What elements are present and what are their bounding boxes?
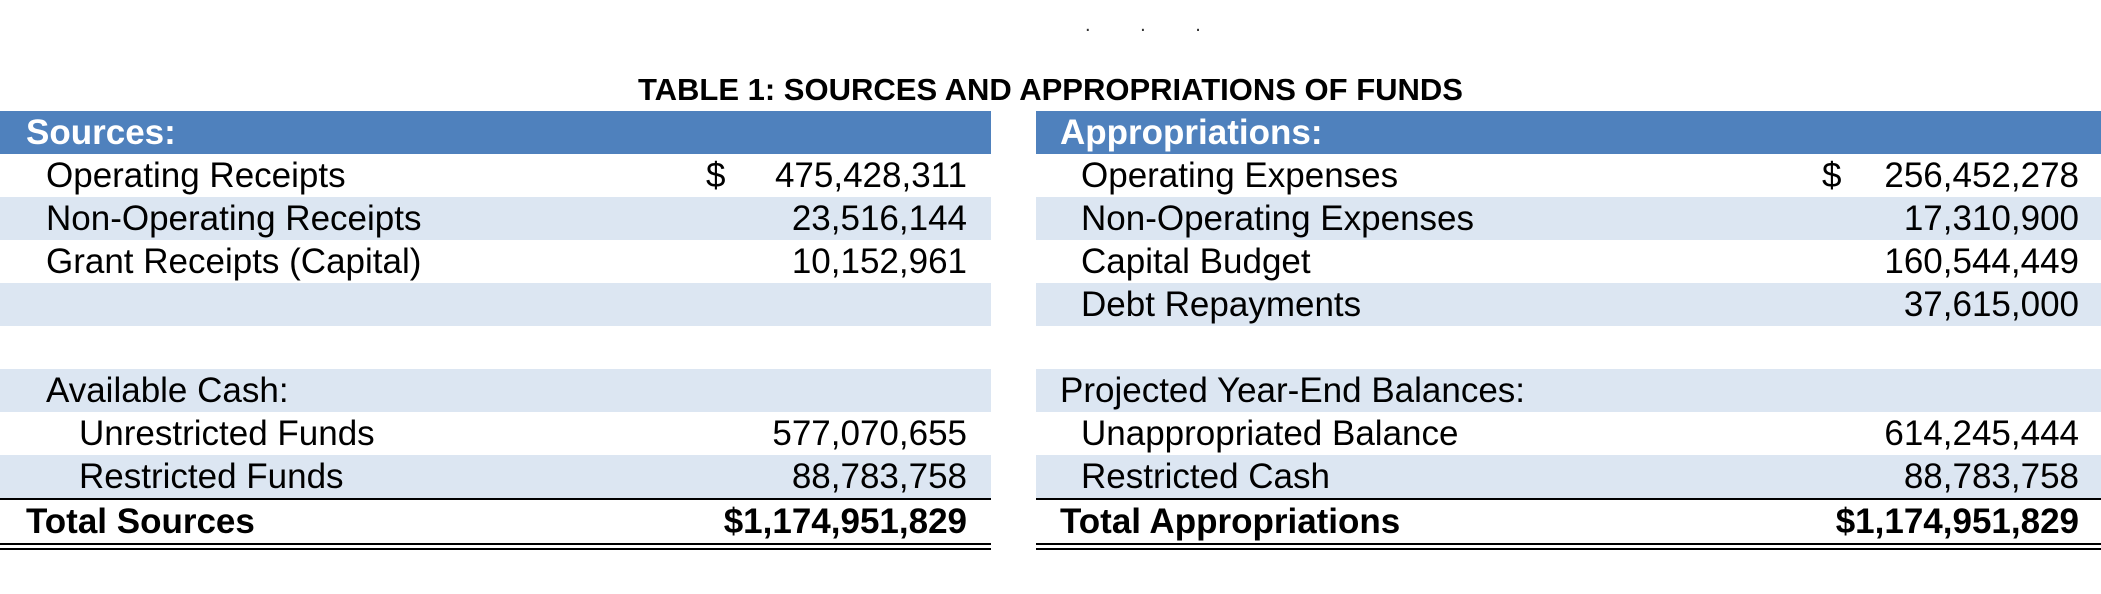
row-label: Unrestricted Funds [79, 414, 375, 453]
sources-header-row: Sources: [0, 111, 991, 154]
row-value: 614,245,444 [1884, 414, 2079, 453]
row-value: 160,544,449 [1884, 242, 2079, 281]
double-underline [1036, 543, 2101, 550]
row-label: Unappropriated Balance [1081, 414, 1459, 453]
row-value: 37,615,000 [1903, 285, 2079, 324]
row-value: 88,783,758 [791, 457, 967, 496]
table-row: Operating Receipts $ 475,428,311 [0, 154, 991, 197]
top-marks: . . . [1085, 14, 1223, 36]
row-value: 17,310,900 [1903, 199, 2079, 238]
table-row: Projected Year-End Balances: [1036, 369, 2101, 412]
table-row-empty [0, 283, 991, 326]
table-row-spacer [1036, 326, 2101, 369]
total-label: Total Sources [26, 502, 255, 541]
row-label: Debt Repayments [1081, 285, 1362, 324]
row-label: Operating Expenses [1081, 156, 1399, 195]
row-label: Capital Budget [1081, 242, 1311, 281]
row-label: Non-Operating Expenses [1081, 199, 1474, 238]
table-row: Grant Receipts (Capital) 10,152,961 [0, 240, 991, 283]
table-row: Available Cash: [0, 369, 991, 412]
section-label: Projected Year-End Balances: [1060, 371, 1526, 410]
total-label: Total Appropriations [1060, 502, 1401, 541]
row-value: 577,070,655 [772, 414, 967, 453]
row-label: Restricted Funds [79, 457, 344, 496]
table-row: Capital Budget 160,544,449 [1036, 240, 2101, 283]
currency-symbol: $ [706, 156, 726, 195]
table-row: Restricted Funds 88,783,758 [0, 455, 991, 498]
sources-header: Sources: [26, 113, 176, 152]
table-row: Restricted Cash 88,783,758 [1036, 455, 2101, 498]
row-label: Operating Receipts [46, 156, 346, 195]
section-label: Available Cash: [46, 371, 289, 410]
appropriations-panel: Appropriations: Operating Expenses $ 256… [1036, 111, 2101, 550]
row-label: Restricted Cash [1081, 457, 1330, 496]
appropriations-header-row: Appropriations: [1036, 111, 2101, 154]
row-value: 23,516,144 [791, 199, 967, 238]
total-row: Total Appropriations $1,174,951,829 [1036, 498, 2101, 543]
row-label: Grant Receipts (Capital) [46, 242, 422, 281]
row-value: 10,152,961 [791, 242, 967, 281]
row-value: 88,783,758 [1903, 457, 2079, 496]
total-value: $1,174,951,829 [1835, 502, 2079, 541]
table-row: Operating Expenses $ 256,452,278 [1036, 154, 2101, 197]
table-row: Debt Repayments 37,615,000 [1036, 283, 2101, 326]
appropriations-header: Appropriations: [1060, 113, 1323, 152]
row-label: Non-Operating Receipts [46, 199, 422, 238]
table-row: Non-Operating Receipts 23,516,144 [0, 197, 991, 240]
sources-panel: Sources: Operating Receipts $ 475,428,31… [0, 111, 991, 550]
table-title: TABLE 1: SOURCES AND APPROPRIATIONS OF F… [638, 72, 1463, 107]
table-row-spacer [0, 326, 991, 369]
currency-symbol: $ [1822, 156, 1842, 195]
row-value: 475,428,311 [774, 156, 967, 195]
table-row: Non-Operating Expenses 17,310,900 [1036, 197, 2101, 240]
table-row: Unrestricted Funds 577,070,655 [0, 412, 991, 455]
double-underline [0, 543, 991, 550]
total-row: Total Sources $1,174,951,829 [0, 498, 991, 543]
table-row: Unappropriated Balance 614,245,444 [1036, 412, 2101, 455]
row-value: 256,452,278 [1884, 156, 2079, 195]
total-value: $1,174,951,829 [723, 502, 967, 541]
